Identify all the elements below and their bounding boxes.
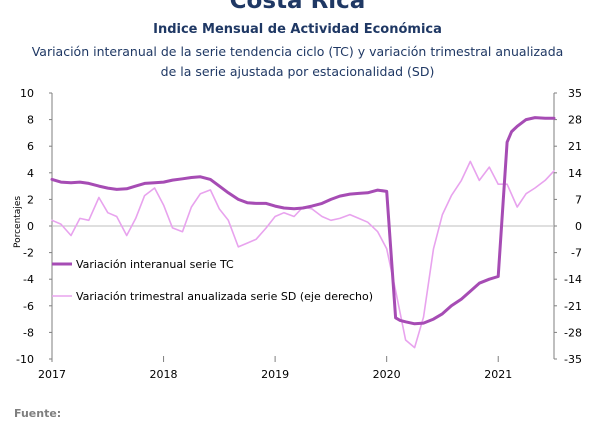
y-tick-label-left: 4 [27,167,34,180]
y-tick-label-right: 7 [575,193,582,206]
legend-label: Variación interanual serie TC [76,258,234,271]
y-tick-label-right: -21 [564,300,582,313]
legend-label: Variación trimestral anualizada serie SD… [76,290,373,303]
description-line-2: de la serie ajustada por estacionalidad … [160,64,435,79]
x-tick-label: 2018 [150,368,178,381]
y-tick-label-right: 35 [568,87,582,100]
y-tick-label-right: 21 [568,140,582,153]
y-tick-label-right: 28 [568,114,582,127]
y-tick-label-left: 0 [27,220,34,233]
y-tick-label-right: 14 [568,167,582,180]
y-tick-label-left: -6 [23,300,34,313]
chart-description: Variación interanual de la serie tendenc… [0,42,595,82]
series-line-tc [50,116,556,326]
chart-title: Costa Rica [229,0,366,14]
y-tick-label-right: -28 [564,326,582,339]
y-tick-label-left: 8 [27,114,34,127]
y-tick-label-right: -7 [571,247,582,260]
x-tick-label: 2021 [484,368,512,381]
x-tick-label: 2019 [261,368,289,381]
y-tick-label-left: 2 [27,193,34,206]
y-tick-label-left: 6 [27,140,34,153]
chart-subtitle: Indice Mensual de Actividad Económica [153,22,442,37]
y-tick-label-left: -4 [23,273,34,286]
y-tick-label-right: -35 [564,353,582,366]
x-tick-label: 2020 [373,368,401,381]
y-tick-label-left: -10 [16,353,34,366]
x-tick-label: 2017 [38,368,66,381]
description-line-1: Variación interanual de la serie tendenc… [31,44,564,59]
y-axis-label: Porcentajes [13,196,23,248]
y-tick-label-right: 0 [575,220,582,233]
y-tick-label-left: -8 [23,326,34,339]
y-tick-label-left: 10 [20,87,34,100]
y-tick-label-left: -2 [23,247,34,260]
source-label: Fuente: [14,407,62,420]
y-tick-label-right: -14 [564,273,582,286]
